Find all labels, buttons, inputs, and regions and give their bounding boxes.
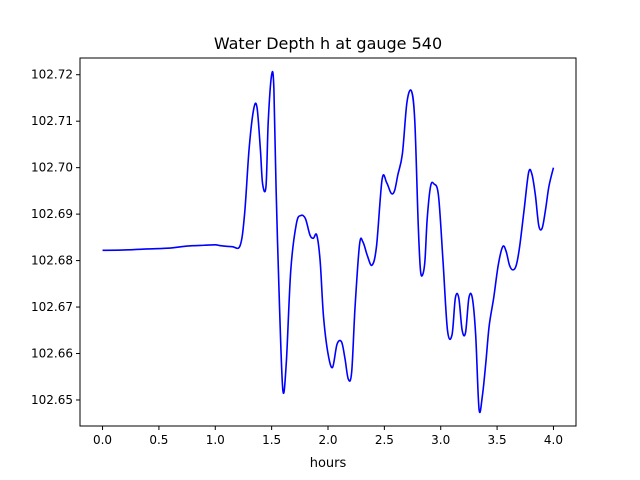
y-tick-label: 102.71 <box>31 114 73 128</box>
x-axis: 0.0 0.5 1.0 1.5 2.0 2.5 3.0 3.5 4.0 <box>93 426 563 447</box>
x-tick-label: 0.0 <box>93 433 112 447</box>
x-tick-label: 3.5 <box>488 433 507 447</box>
plot-area <box>102 70 555 414</box>
y-tick-label: 102.67 <box>31 300 73 314</box>
x-tick-label: 1.0 <box>206 433 225 447</box>
y-axis: 102.65 102.66 102.67 102.68 102.69 102.70 102.… <box>31 68 80 407</box>
x-tick-label: 1.5 <box>262 433 281 447</box>
y-tick-label: 102.68 <box>31 254 73 268</box>
y-tick-label: 102.70 <box>31 161 73 175</box>
x-tick-label: 4.0 <box>544 433 563 447</box>
x-tick-label: 2.0 <box>318 433 337 447</box>
x-tick-label: 3.0 <box>431 433 450 447</box>
series-line <box>102 70 555 414</box>
y-tick-label: 102.72 <box>31 68 73 82</box>
y-tick-label: 102.66 <box>31 347 73 361</box>
x-tick-label: 2.5 <box>375 433 394 447</box>
y-tick-label: 102.69 <box>31 207 73 221</box>
chart-title: Water Depth h at gauge 540 <box>214 34 442 53</box>
y-tick-label: 102.65 <box>31 393 73 407</box>
axes-frame <box>79 57 577 427</box>
x-axis-label: hours <box>310 456 347 471</box>
x-tick-label: 0.5 <box>149 433 168 447</box>
